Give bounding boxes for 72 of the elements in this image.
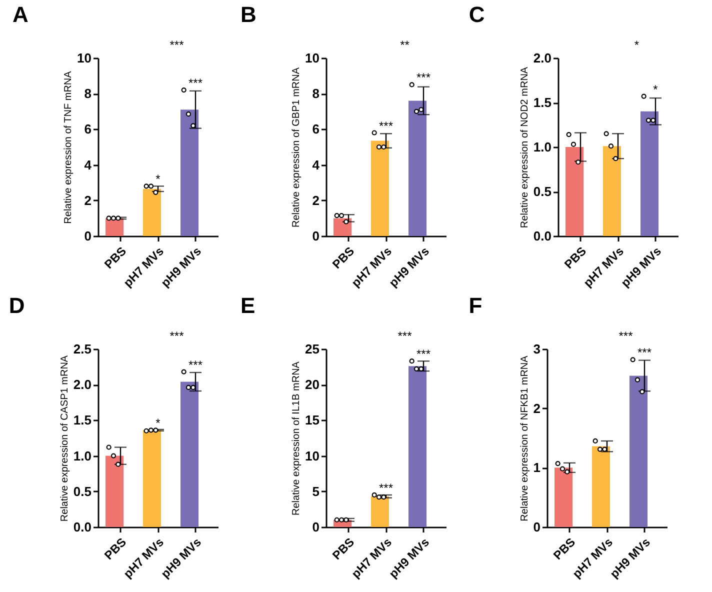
y-axis-title: Relative expression of IL1B mRNA [291,361,302,516]
y-tick-label: 1.0 [73,448,92,464]
y-tick-label: 6 [84,122,92,137]
y-tick-label: 6 [312,122,320,137]
y-tick-label: 4 [312,157,320,172]
y-tick-label: 10 [77,50,92,66]
text: *** [398,329,412,343]
y-tick-label: 0.0 [533,228,552,244]
text: ** [400,38,410,52]
bar [180,110,198,236]
bar [408,100,426,236]
y-tick-label: 1 [533,460,540,476]
annotation: *** [188,358,203,372]
text: *** [170,38,184,52]
y-tick-label: 2.0 [73,377,92,392]
annotation: * [156,416,161,430]
bar [566,147,584,236]
y-tick-label: 8 [84,86,92,102]
y-tick-label: 0 [84,228,92,244]
text: * [634,38,640,52]
y-axis-title: Relative expression of NOD2 mRNA [519,66,530,228]
bar [630,376,648,527]
bar [640,111,658,236]
annotation: *** [378,118,394,133]
text: *** [618,329,634,343]
annotation: * [156,172,161,186]
y-tick-label: 10 [305,448,320,464]
text: *** [170,329,184,343]
chart-title: F [468,293,482,318]
y-tick-label: 2 [84,192,92,208]
y-tick-label: 2.5 [73,342,92,356]
annotation: *** [188,76,203,90]
chart-title: D [8,293,25,318]
chart-title: B [240,2,256,27]
y-axis-title: Relative expression of NFKB1 mRNA [519,355,530,522]
y-tick-label: 1.5 [533,95,552,110]
y-axis-title: Relative expression of TNF mRNA [63,70,74,224]
y-tick-label: 5 [312,484,320,499]
bar [592,446,610,527]
y-tick-label: 0 [312,520,320,534]
annotation: *** [416,347,431,362]
y-tick-label: 3 [533,342,540,356]
chart-title: A [12,2,29,27]
y-axis-title: Relative expression of CASP1 mRNA [59,355,70,522]
y-tick-label: 0 [312,228,320,244]
y-tick-label: 4 [84,157,92,172]
bar [554,468,572,527]
annotation: *** [637,346,652,360]
y-tick-label: 8 [312,86,320,102]
y-tick-label: 2 [533,400,540,416]
y-tick-label: 15 [305,412,320,428]
y-tick-label: 25 [305,342,320,356]
y-tick-label: 0.0 [73,520,92,534]
y-tick-label: 0 [533,520,540,534]
y-tick-label: 20 [305,377,320,392]
y-tick-label: 1.0 [533,140,552,154]
annotation: * [653,82,658,96]
chart-title: E [240,293,256,318]
annotation: *** [378,480,394,495]
y-axis-title: Relative expression of GBP1 mRNA [291,67,302,228]
y-tick-label: 0.5 [533,184,552,199]
y-tick-label: 1.5 [73,412,92,428]
bar [334,218,352,236]
annotation: *** [416,70,431,85]
bar [143,430,161,527]
chart-title: C [468,2,485,27]
bar [106,456,124,527]
bar [371,140,389,236]
y-tick-label: 2 [312,192,320,208]
y-tick-label: 2.0 [533,50,552,66]
y-tick-label: 10 [305,50,320,66]
y-tick-label: 0.5 [73,484,92,499]
